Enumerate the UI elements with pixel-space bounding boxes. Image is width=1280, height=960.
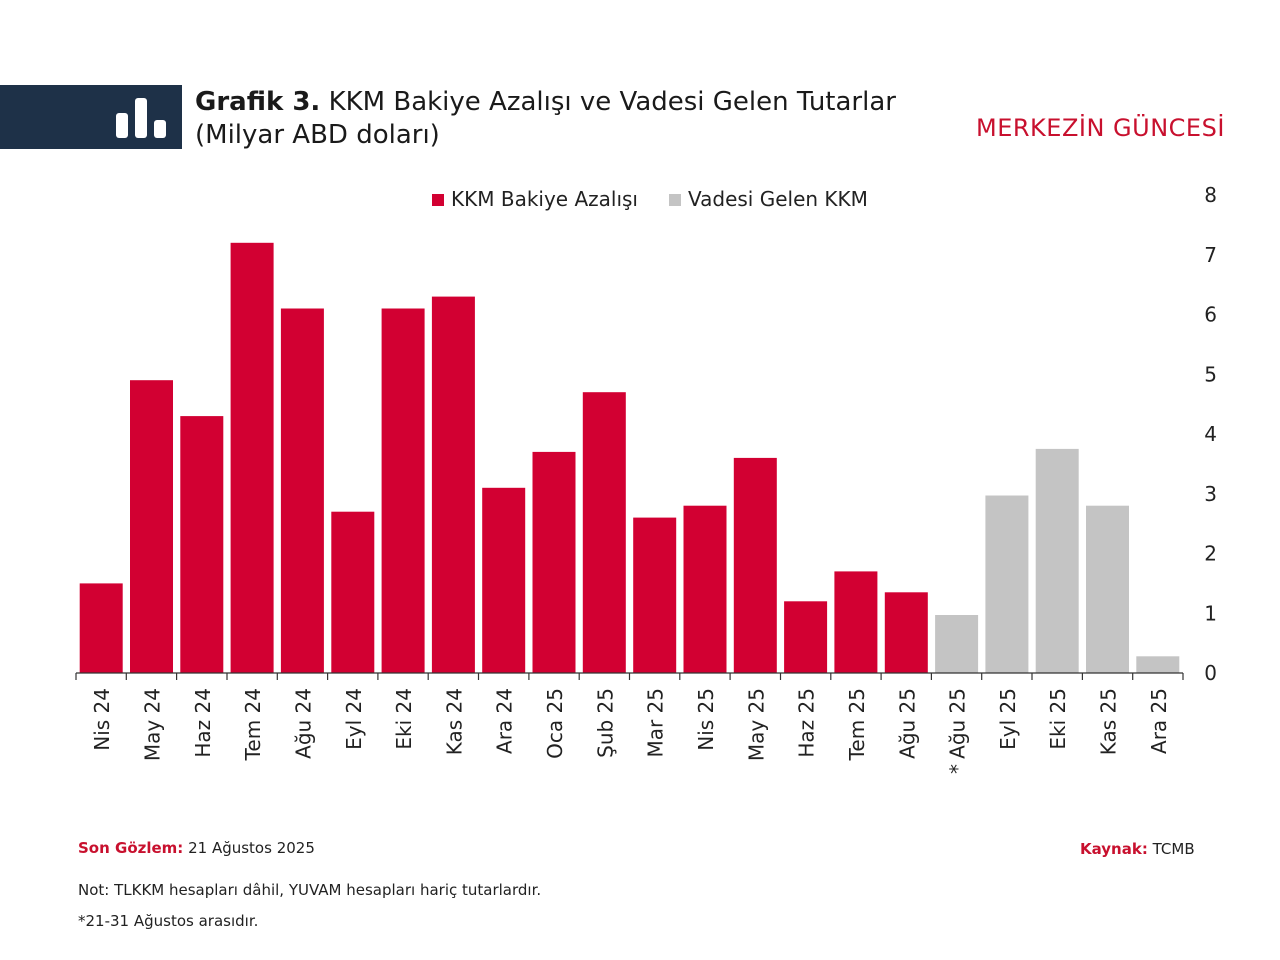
- y-tick-label: 6: [1204, 303, 1217, 327]
- y-tick-label: 4: [1204, 422, 1217, 446]
- y-tick-label: 8: [1204, 183, 1217, 207]
- bar-kkm-azalis-15: [834, 571, 878, 673]
- bar-vadesi-gelen-21: [1136, 656, 1180, 673]
- legend-label-grey: Vadesi Gelen KKM: [688, 187, 868, 211]
- bar-vadesi-gelen-17: [935, 615, 979, 673]
- y-tick-label: 7: [1204, 243, 1217, 267]
- y-tick-label: 5: [1204, 362, 1217, 386]
- last-observation-label: Son Gözlem:: [78, 839, 184, 857]
- x-tick-label: Şub 25: [593, 688, 617, 758]
- legend-label-red: KKM Bakiye Azalışı: [451, 187, 638, 211]
- bar-vadesi-gelen-20: [1086, 505, 1129, 673]
- x-tick-label: Kas 25: [1097, 688, 1121, 755]
- bar-kkm-azalis-14: [784, 601, 828, 673]
- chart-title-block: Grafik 3. KKM Bakiye Azalışı ve Vadesi G…: [195, 86, 935, 152]
- y-tick-label: 0: [1204, 661, 1217, 685]
- y-tick-label: 3: [1204, 482, 1217, 506]
- x-tick-label: Nis 25: [694, 688, 718, 751]
- source-value: TCMB: [1152, 840, 1195, 858]
- footnote: *21-31 Ağustos arasıdır.: [78, 912, 259, 930]
- x-tick-label: Mar 25: [644, 688, 668, 758]
- bar-vadesi-gelen-18: [985, 495, 1029, 673]
- x-tick-label: Eki 25: [1046, 688, 1070, 750]
- chart-subtitle: (Milyar ABD doları): [195, 120, 440, 150]
- x-tick-label: May 25: [744, 688, 768, 761]
- bar-kkm-azalis-9: [532, 451, 576, 673]
- bar-kkm-azalis-1: [130, 380, 173, 673]
- bar-kkm-azalis-16: [884, 592, 928, 673]
- bar-kkm-azalis-12: [683, 505, 727, 673]
- bar-kkm-azalis-3: [230, 242, 274, 674]
- x-tick-label: Ara 24: [493, 688, 517, 754]
- legend-swatch-grey: [669, 194, 681, 206]
- x-tick-label: Oca 25: [543, 688, 567, 759]
- x-tick-star: *: [946, 764, 970, 774]
- bar-kkm-azalis-11: [633, 517, 677, 673]
- note: Not: TLKKM hesapları dâhil, YUVAM hesapl…: [78, 881, 542, 899]
- x-tick-label: Nis 24: [90, 688, 114, 751]
- bar-kkm-azalis-7: [431, 296, 475, 673]
- brand-logo-text: MERKEZİN GÜNCESİ: [976, 114, 1225, 142]
- chart: KKM Bakiye Azalışı Vadesi Gelen KKM 0 1 2 3…: [75, 183, 1217, 774]
- chart-title: KKM Bakiye Azalışı ve Vadesi Gelen Tutar…: [328, 87, 896, 117]
- source: Kaynak: TCMB: [1080, 840, 1195, 858]
- last-observation: Son Gözlem: 21 Ağustos 2025: [78, 839, 315, 857]
- x-tick-label: Tem 25: [845, 688, 869, 761]
- bar-kkm-azalis-4: [280, 308, 324, 673]
- x-tick-label: Tem 24: [241, 688, 265, 761]
- y-tick-label: 2: [1204, 542, 1217, 566]
- bar-kkm-azalis-0: [79, 583, 123, 673]
- x-tick-label: May 24: [141, 688, 165, 761]
- bar-kkm-azalis-2: [180, 416, 224, 673]
- bar-kkm-azalis-8: [482, 487, 526, 673]
- x-tick-label: Eki 24: [392, 688, 416, 750]
- x-tick-label: Ara 25: [1147, 688, 1171, 754]
- title-bold: Grafik 3.: [195, 87, 321, 117]
- header-band: [0, 85, 182, 149]
- y-tick-label: 1: [1204, 601, 1217, 625]
- legend-swatch-red: [432, 194, 444, 206]
- x-tick-label: Eyl 24: [342, 688, 366, 750]
- bar-kkm-azalis-5: [331, 511, 375, 673]
- bar-kkm-azalis-13: [733, 457, 777, 673]
- x-tick-label: Eyl 25: [996, 688, 1020, 750]
- last-observation-value: 21 Ağustos 2025: [188, 839, 315, 857]
- x-tick-label: Haz 25: [795, 688, 819, 758]
- x-tick-label: Ağu 24: [291, 688, 315, 759]
- source-label: Kaynak:: [1080, 840, 1148, 858]
- bar-chart-icon: [116, 98, 166, 138]
- x-tick-label: Kas 24: [442, 688, 466, 755]
- bar-kkm-azalis-10: [582, 392, 626, 673]
- bar-vadesi-gelen-19: [1035, 448, 1079, 673]
- x-tick-label: Ağu 25: [946, 688, 970, 759]
- x-tick-label: Haz 24: [191, 688, 215, 758]
- bar-kkm-azalis-6: [381, 308, 425, 673]
- legend: KKM Bakiye Azalışı Vadesi Gelen KKM: [432, 187, 868, 211]
- x-tick-label: Ağu 25: [895, 688, 919, 759]
